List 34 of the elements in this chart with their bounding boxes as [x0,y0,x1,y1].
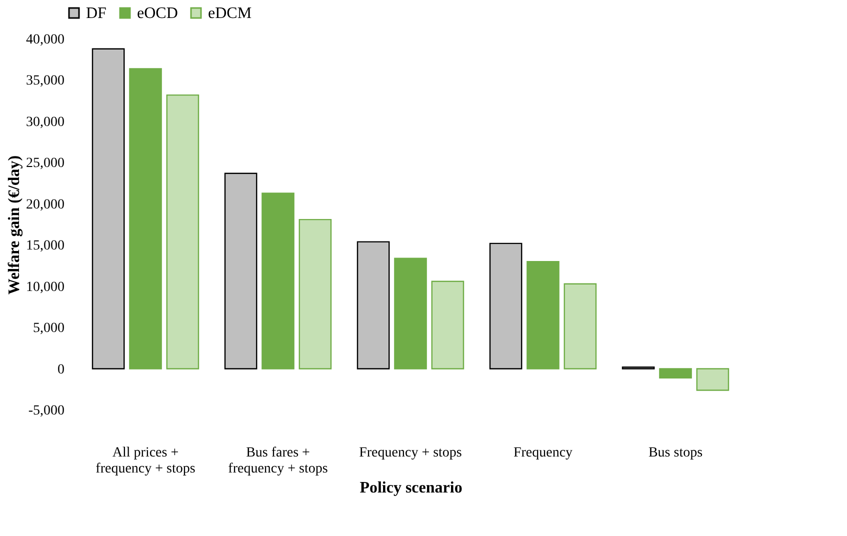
bar [356,241,390,370]
y-tick-label: 35,000 [26,74,64,89]
y-tick-label: 15,000 [26,238,64,254]
bar [489,242,522,370]
bar [431,280,464,370]
y-tick-label: 5,000 [33,321,64,336]
y-tick-label: 40,000 [26,32,64,48]
bar [262,192,294,370]
bar [394,258,427,370]
bar [92,48,125,370]
legend-label: DF [86,5,107,22]
x-tick-label: Frequency [513,446,573,460]
x-tick-label: Frequency + stops [359,446,462,460]
bar [659,368,692,378]
x-tick-label: All prices + frequency + stops [96,446,196,476]
legend-label: eOCD [137,5,178,22]
x-tick-label: Bus stops [648,446,703,460]
bar [564,283,597,370]
bar [526,261,560,370]
y-tick-label: 30,000 [26,114,64,130]
y-tick-label: 0 [58,362,64,378]
y-tick-label: 10,000 [26,280,64,295]
y-tick-label: 25,000 [26,156,64,172]
bar [298,218,332,370]
x-axis-title: Policy scenario [360,480,462,496]
bar [129,68,162,370]
y-axis-title: Welfare gain (€/day) [6,155,23,295]
legend-label: eDCM [208,5,252,22]
bar [696,368,730,391]
x-tick-label: Bus fares + frequency + stops [228,446,328,476]
bar [166,94,200,370]
y-tick-label: -5,000 [28,404,64,418]
bar [224,172,258,370]
y-tick-label: 20,000 [26,197,64,212]
